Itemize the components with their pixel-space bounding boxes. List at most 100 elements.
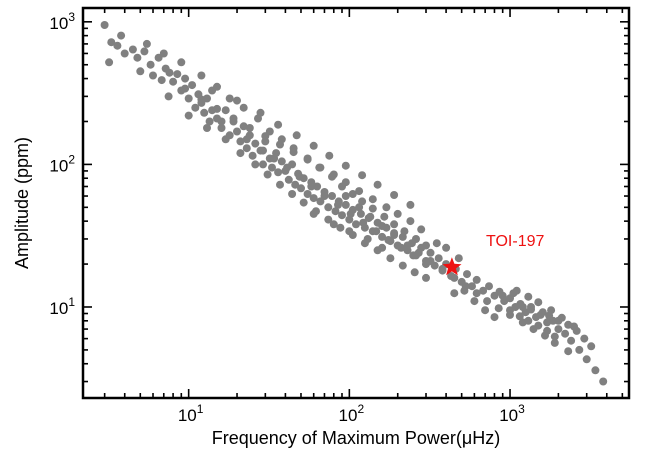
data-point [113, 41, 122, 50]
data-point [400, 227, 409, 236]
data-point [259, 160, 267, 169]
data-point [527, 303, 535, 311]
data-point [245, 124, 254, 132]
annotation-toi-197: TOI-197 [486, 233, 545, 250]
data-point [233, 96, 241, 105]
data-point [518, 303, 527, 311]
data-point [378, 232, 387, 241]
data-point [221, 106, 230, 115]
data-point [164, 92, 173, 101]
data-point [355, 187, 364, 196]
x-tick-label: 102 [339, 402, 365, 425]
data-point [229, 114, 238, 123]
data-point [398, 261, 407, 270]
data-point [297, 184, 305, 193]
data-point [274, 120, 283, 129]
data-point [554, 316, 563, 325]
plot-frame [81, 6, 631, 400]
data-point [149, 71, 157, 80]
data-point [481, 306, 490, 315]
data-point [233, 127, 241, 136]
data-point [268, 163, 276, 172]
data-point [372, 227, 381, 236]
data-point [256, 108, 265, 117]
x-tick-label: 101 [178, 402, 204, 425]
data-point [550, 338, 559, 347]
data-point [345, 227, 354, 236]
data-point [303, 155, 312, 164]
data-point [432, 239, 441, 248]
data-point [289, 148, 298, 157]
data-point [303, 190, 312, 198]
data-point [341, 161, 350, 170]
data-point [442, 243, 451, 252]
data-point [358, 171, 367, 180]
y-tick-label: 103 [49, 10, 75, 33]
data-point [582, 355, 591, 364]
data-point [341, 200, 350, 209]
data-point [545, 311, 554, 320]
data-point [251, 160, 260, 169]
data-point [355, 203, 364, 212]
data-point [277, 157, 286, 166]
data-point [450, 273, 459, 282]
data-point [274, 168, 283, 177]
data-point [490, 313, 499, 322]
data-point [485, 282, 493, 291]
data-point [358, 197, 367, 206]
data-point [373, 180, 382, 189]
data-point [203, 124, 211, 132]
data-point [575, 345, 584, 354]
data-point [309, 209, 318, 218]
data-point [366, 212, 375, 221]
data-point [494, 304, 503, 313]
data-point [225, 94, 234, 103]
data-point [412, 235, 420, 243]
data-point [191, 103, 200, 112]
axis-ticks [83, 8, 629, 398]
data-point [390, 220, 399, 229]
data-point [386, 254, 395, 263]
data-point [217, 124, 226, 132]
data-point [550, 332, 559, 341]
data-point [128, 45, 137, 54]
toi-197-star-marker [442, 257, 462, 276]
data-point [136, 67, 145, 76]
data-point [117, 31, 126, 40]
data-point [534, 298, 543, 307]
data-point [434, 254, 443, 263]
data-point [348, 190, 357, 198]
data-point [426, 248, 435, 257]
data-point [329, 220, 338, 229]
data-point [284, 175, 293, 184]
data-point [283, 163, 292, 172]
data-point [329, 170, 338, 179]
data-point [506, 306, 514, 315]
data-point [263, 170, 272, 179]
data-point [509, 289, 518, 298]
data-point [184, 94, 193, 103]
data-point [534, 321, 543, 330]
data-point [406, 217, 415, 226]
data-point [157, 76, 166, 85]
data-points [100, 21, 608, 386]
data-point [438, 264, 447, 273]
data-point [470, 297, 479, 306]
data-point [524, 316, 533, 325]
data-point [463, 270, 471, 279]
data-point [368, 204, 377, 213]
data-point [378, 243, 387, 252]
data-point [422, 273, 430, 282]
data-point [422, 241, 430, 250]
data-point [338, 211, 346, 220]
data-point [221, 135, 230, 144]
data-point [313, 182, 322, 191]
data-point [422, 260, 430, 269]
data-point [352, 220, 360, 229]
data-point [368, 195, 377, 204]
data-point [276, 180, 284, 189]
data-point [328, 192, 336, 200]
data-point [450, 289, 459, 298]
data-point [140, 47, 149, 56]
data-point [197, 95, 206, 104]
